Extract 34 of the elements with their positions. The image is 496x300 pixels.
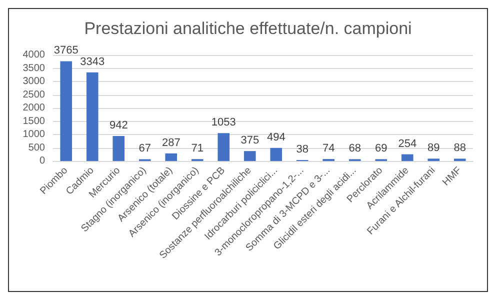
data-label: 69: [375, 142, 388, 155]
data-label: 88: [454, 142, 466, 154]
data-label: 74: [322, 142, 335, 155]
bar: [401, 154, 414, 161]
data-label: 3765: [54, 44, 78, 57]
data-label: 71: [191, 142, 204, 155]
bar: [218, 133, 230, 161]
data-label: 38: [296, 143, 308, 156]
bar: [112, 136, 125, 161]
y-tick-label: 500: [28, 142, 46, 154]
bar: [165, 153, 178, 161]
bar: [86, 72, 98, 161]
y-tick-label: 1000: [22, 129, 46, 140]
bar: [244, 151, 256, 161]
chart-title: Prestazioni analitiche effettuate/n. campioni: [84, 19, 412, 38]
y-tick-label: 3500: [22, 62, 46, 74]
bar: [60, 61, 72, 161]
y-tick-label: 2500: [22, 89, 46, 100]
data-label: 68: [348, 142, 361, 155]
data-label: 942: [109, 120, 128, 132]
y-tick-label: 2000: [22, 102, 46, 114]
data-label: 375: [240, 134, 260, 147]
data-label: 89: [428, 142, 440, 154]
bar: [270, 148, 282, 161]
data-label: 3343: [80, 56, 105, 68]
data-label: 287: [162, 136, 180, 149]
data-label: 1053: [211, 116, 236, 129]
y-tick-label: 1500: [22, 116, 46, 127]
y-tick-label: 4000: [22, 50, 46, 60]
data-label: 67: [138, 142, 151, 155]
y-tick-label: 0: [39, 156, 46, 166]
data-label: 254: [398, 138, 417, 150]
y-tick-label: 3000: [22, 76, 46, 87]
data-label: 494: [266, 131, 286, 144]
